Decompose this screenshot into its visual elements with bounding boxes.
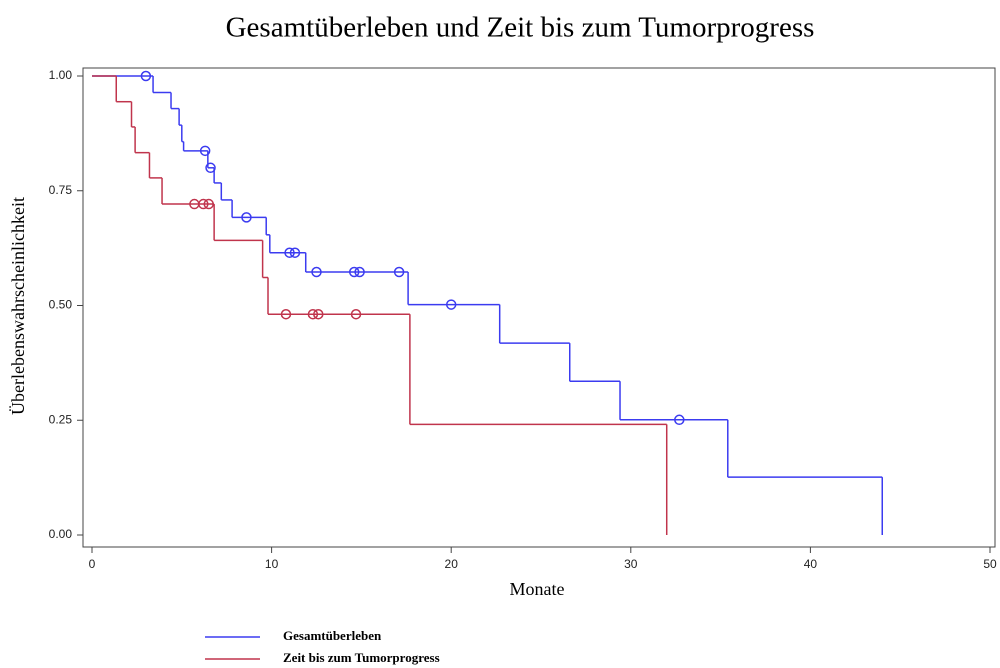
censor-mark <box>354 266 365 278</box>
plot-frame <box>82 67 996 548</box>
censor-mark <box>284 247 295 258</box>
censor-mark <box>205 162 216 174</box>
chart-title: Gesamtüberleben und Zeit bis zum Tumorpr… <box>226 12 815 44</box>
x-tick-label: 40 <box>804 557 818 571</box>
censor-mark <box>140 70 152 82</box>
x-tick-label: 50 <box>983 557 997 571</box>
y-tick-label: 1.00 <box>49 68 73 82</box>
y-tick-label: 0.25 <box>49 412 73 426</box>
censor-mark <box>241 212 252 223</box>
y-tick-label: 0.75 <box>49 183 73 197</box>
censor-mark <box>445 299 457 310</box>
censor-mark <box>674 414 685 426</box>
y-tick-label: 0.50 <box>49 298 73 312</box>
x-tick-label: 10 <box>265 557 279 571</box>
censor-mark <box>311 266 322 278</box>
censor-mark <box>313 308 324 320</box>
censor-mark <box>350 308 362 320</box>
legend-label: Gesamtüberleben <box>283 628 382 643</box>
censor-mark <box>307 308 319 320</box>
y-tick-label: 0.00 <box>49 527 73 541</box>
legend-label: Zeit bis zum Tumorprogress <box>283 650 440 665</box>
x-tick-label: 20 <box>445 557 459 571</box>
censor-mark <box>199 145 211 157</box>
censor-mark <box>198 198 209 210</box>
x-axis-label: Monate <box>510 579 565 599</box>
x-tick-label: 0 <box>89 557 96 571</box>
y-axis-label: Überlebenswahrscheinlichkeit <box>8 197 28 415</box>
censor-mark <box>203 198 214 210</box>
x-tick-label: 30 <box>624 557 638 571</box>
censor-mark <box>289 247 301 258</box>
censor-mark <box>280 308 292 320</box>
censor-mark <box>348 266 360 278</box>
censor-mark <box>393 266 405 278</box>
